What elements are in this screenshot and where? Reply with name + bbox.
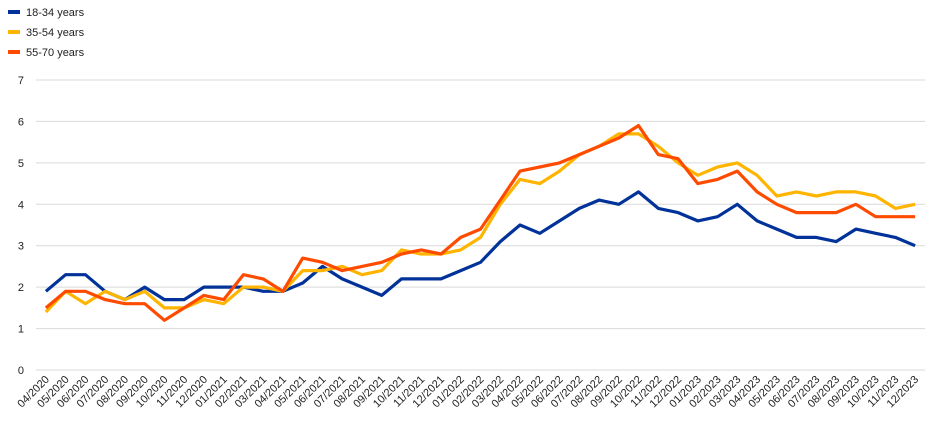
y-tick-label: 7 [18,75,24,87]
y-tick-label: 0 [18,365,24,377]
legend-label: 35-54 years [26,27,85,39]
line-series [44,124,916,322]
legend-label: 55-70 years [26,47,85,59]
legend-label: 18-34 years [26,7,85,19]
y-tick-label: 6 [18,116,24,128]
line-series [44,132,916,314]
y-tick-label: 4 [18,199,24,211]
y-tick-label: 5 [18,158,24,170]
y-tick-label: 3 [18,241,24,253]
y-tick-label: 2 [18,282,24,294]
line-series [44,190,916,302]
y-tick-label: 1 [18,324,24,336]
